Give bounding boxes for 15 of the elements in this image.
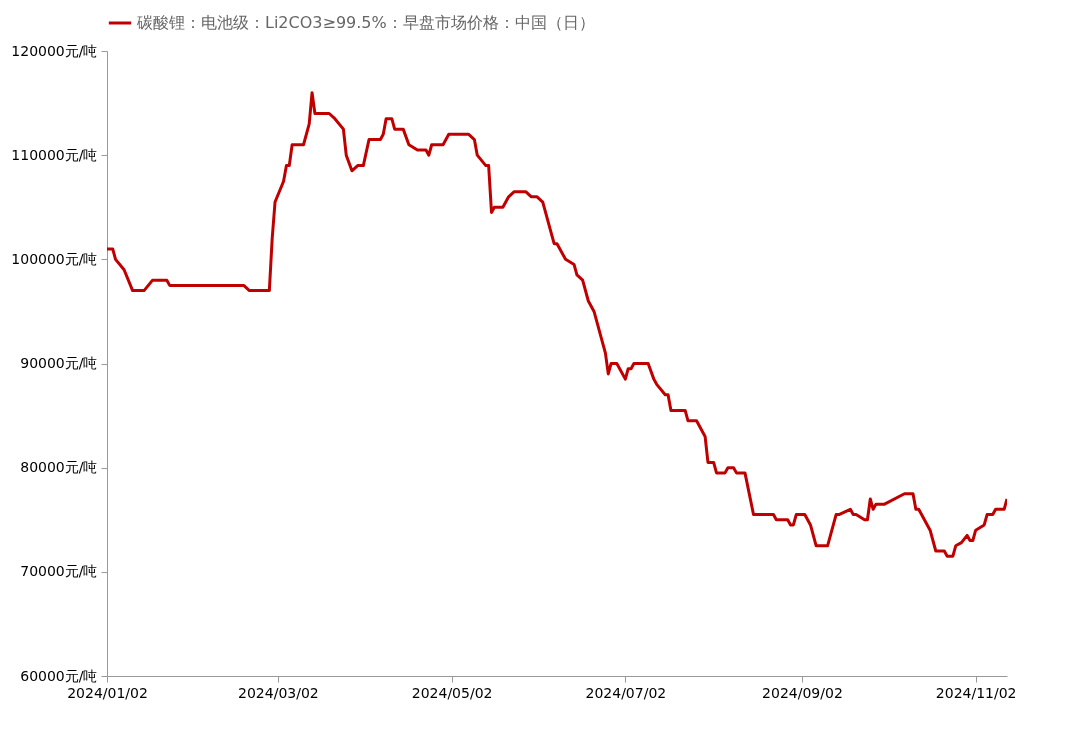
x-tick-label: 2024/11/02	[935, 684, 1017, 701]
x-tick-label: 2024/01/02	[67, 684, 148, 701]
y-tick-label: 110000元/吨	[11, 146, 98, 163]
x-tick-label: 2024/03/02	[238, 684, 319, 701]
y-tick-label: 60000元/吨	[20, 667, 98, 684]
y-tick-label: 90000元/吨	[20, 355, 98, 371]
line-series	[107, 91, 1007, 558]
legend-label: 碳酸锂：电池级：Li2CO3≥99.5%：早盘市场价格：中国（日）	[136, 13, 595, 32]
y-tick-label: 100000元/吨	[11, 250, 98, 267]
x-tick-label: 2024/07/02	[585, 684, 667, 701]
y-tick-label: 120000元/吨	[11, 42, 98, 59]
y-tick-label: 80000元/吨	[20, 459, 98, 476]
x-tick-label: 2024/09/02	[762, 684, 843, 701]
x-tick-label: 2024/05/02	[411, 684, 493, 701]
y-tick-label: 70000元/吨	[20, 563, 98, 580]
